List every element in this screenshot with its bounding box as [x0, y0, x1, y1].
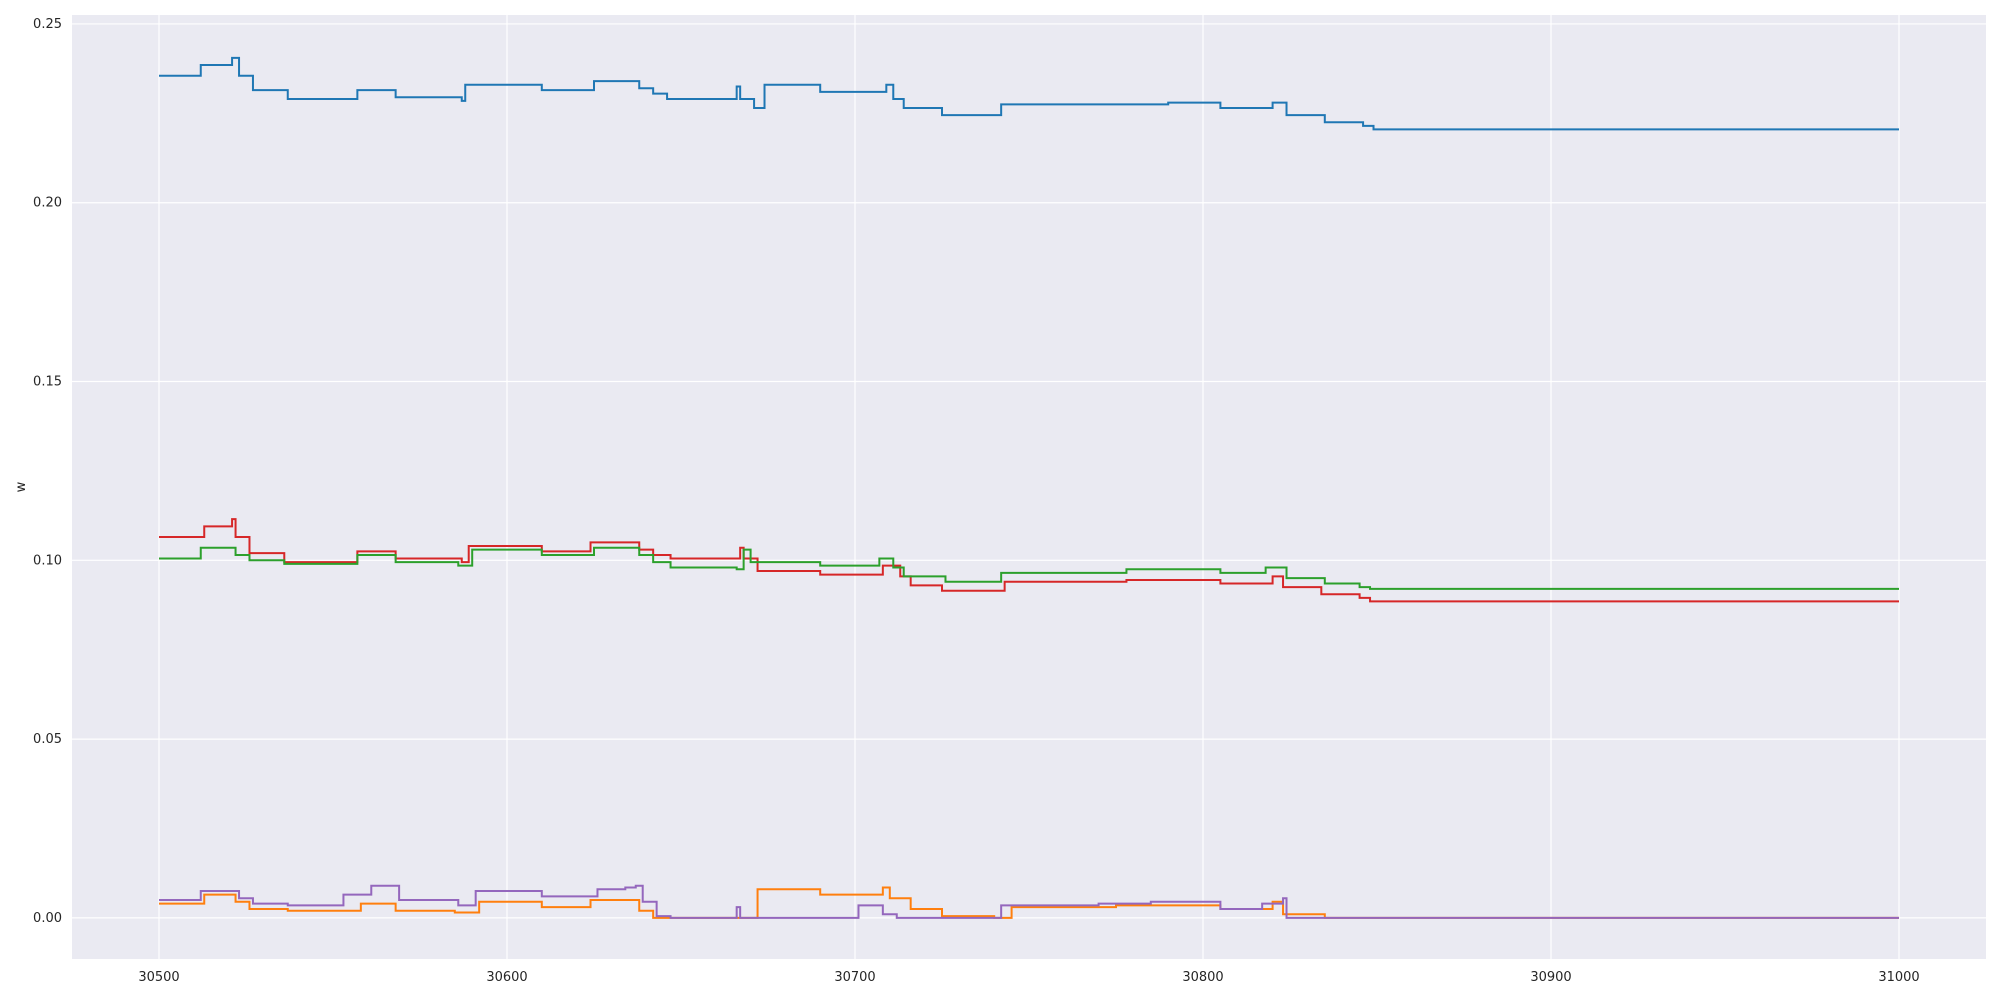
y-axis-label: w — [14, 481, 29, 492]
x-tick-label: 30900 — [1530, 970, 1571, 985]
series-line-2 — [159, 518, 1899, 603]
x-tick-label: 31000 — [1878, 970, 1919, 985]
series-line-1 — [159, 56, 1899, 131]
series-layer — [159, 56, 1899, 919]
grid — [72, 15, 1986, 959]
y-tick-label: 0.20 — [33, 196, 62, 211]
y-tick-label: 0.15 — [33, 375, 62, 390]
x-tick-label: 30700 — [834, 970, 875, 985]
x-tick-label: 30600 — [486, 970, 527, 985]
x-tick-label: 30800 — [1182, 970, 1223, 985]
series-line-5 — [159, 884, 1899, 919]
x-tick-label: 30500 — [138, 970, 179, 985]
plot-area — [72, 15, 1986, 959]
y-tick-label: 0.25 — [33, 17, 62, 32]
y-tick-label: 0.05 — [33, 732, 62, 747]
y-tick-label: 0.10 — [33, 553, 62, 568]
y-tick-label: 0.00 — [33, 911, 62, 926]
series-line-3 — [159, 546, 1899, 590]
tick-labels: 30500 30600 30700 30800 30900 31000 0.00 0.05 0.… — [33, 17, 1920, 985]
